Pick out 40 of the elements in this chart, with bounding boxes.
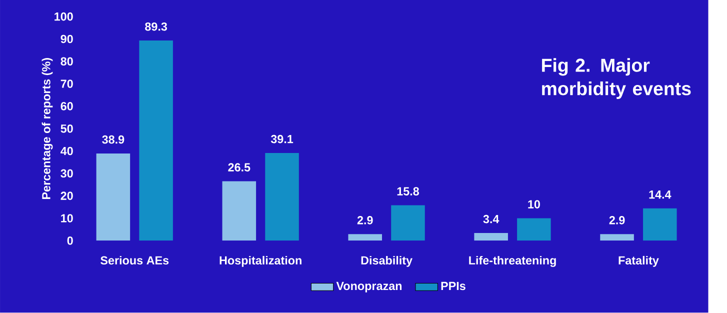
y-tick-label: 50 [60, 124, 73, 133]
legend-label: Vonoprazan [336, 282, 402, 293]
data-label: 38.9 [102, 136, 124, 144]
data-label: 14.4 [649, 190, 672, 199]
data-label: 10 [528, 200, 540, 209]
text: Fig 2. Major morbidity events [542, 58, 691, 100]
data-label: 3.4 [483, 215, 500, 224]
y-tick-label: 70 [60, 80, 73, 88]
y-tick-label: 0 [67, 236, 73, 245]
y-tick-label: 80 [60, 57, 73, 66]
x-tick-label: Fatality [618, 256, 659, 267]
bar [600, 234, 634, 241]
x-tick-label: Life-threatening [469, 256, 556, 268]
bar [139, 40, 173, 241]
bar [222, 181, 256, 241]
x-tick-label: Hospitalization [220, 256, 302, 267]
y-tick-label: 90 [60, 34, 73, 44]
bar [474, 233, 508, 241]
x-tick-label: Disability [361, 256, 412, 267]
y-tick-label: 40 [60, 146, 73, 156]
bar [391, 205, 425, 241]
bar [96, 154, 130, 241]
legend-label: PPIs [441, 282, 466, 290]
x-tick-label: Serious AEs [100, 256, 169, 265]
y-tick-label: 10 [61, 214, 73, 223]
y-tick-label: 30 [60, 169, 73, 178]
bar [265, 153, 299, 241]
bar [348, 234, 382, 241]
data-label: 89.3 [145, 22, 168, 31]
data-label: 26.5 [228, 163, 250, 172]
y-tick-label: 20 [60, 192, 73, 200]
y-tick-label: 60 [60, 102, 73, 110]
data-label: 15.8 [397, 187, 420, 196]
y-axis-title: Percentage of reports (%) [42, 58, 53, 200]
bar [643, 208, 677, 241]
bar [517, 218, 551, 241]
y-tick-label: 100 [54, 12, 73, 21]
data-label: 2.9 [609, 216, 625, 224]
data-label: 2.9 [357, 216, 373, 224]
data-label: 39.1 [270, 135, 294, 144]
